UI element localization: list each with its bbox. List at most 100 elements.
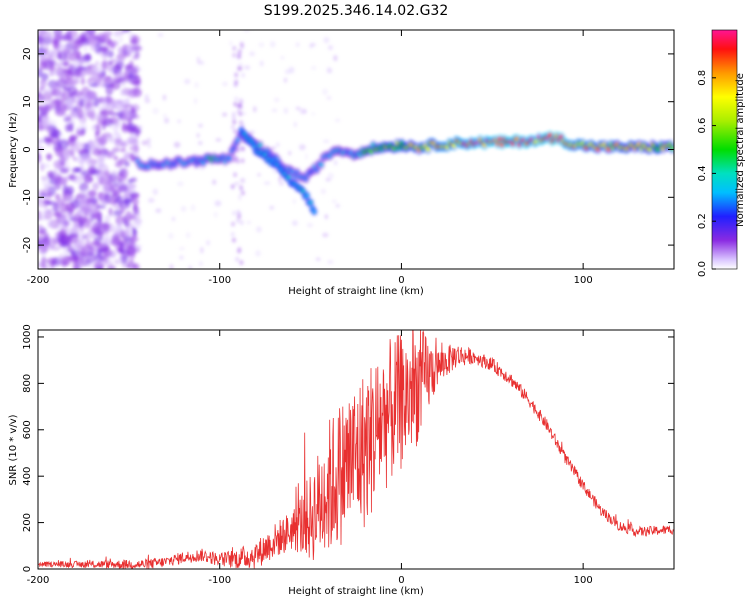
spectrogram-cell	[69, 233, 79, 244]
spectrogram-cell	[54, 62, 61, 68]
spectrogram-cell	[214, 200, 222, 207]
spectrogram-cell	[89, 115, 97, 122]
spectrogram-cell	[88, 140, 96, 148]
spectrogram-cell	[107, 50, 114, 58]
spectrogram-cell	[83, 46, 88, 52]
spectrogram-cell	[222, 112, 228, 117]
spectrogram-cell	[288, 150, 292, 156]
spectrogram-cell	[173, 141, 181, 148]
spectrogram-cell	[53, 159, 65, 169]
spectrogram-cell	[147, 197, 155, 203]
spectrogram-cell	[114, 140, 124, 147]
spectrogram-x-label: Height of straight line (km)	[288, 286, 424, 297]
spectrogram-cell	[109, 81, 116, 88]
spectrogram-cell	[118, 36, 124, 44]
spectrogram-cell	[38, 230, 45, 235]
spectrogram-cell	[54, 109, 66, 117]
spectrogram-cell	[43, 184, 52, 193]
spectrogram-cell	[318, 162, 324, 168]
spectrogram-cell	[194, 81, 199, 89]
spectrogram-y-tick-label: -10	[22, 189, 33, 205]
spectrogram-cell	[79, 202, 87, 208]
spectrogram-cell	[230, 124, 235, 130]
spectrogram-cell	[63, 113, 71, 123]
spectrogram-cell	[131, 226, 137, 233]
spectrogram-cell	[67, 85, 78, 96]
spectrogram-cell	[243, 30, 251, 33]
spectrogram-cell	[304, 153, 308, 160]
spectrogram-cell	[121, 121, 127, 131]
spectrogram-cell	[238, 193, 242, 201]
spectrogram-cell	[92, 220, 99, 228]
snr-x-tick-label: -100	[208, 575, 231, 586]
spectrogram-cell	[104, 232, 110, 243]
spectrogram-cell	[76, 154, 87, 165]
spectrogram-cell	[275, 142, 280, 148]
snr-y-tick-label: 600	[22, 420, 33, 439]
spectrogram-cell	[76, 108, 84, 119]
spectrogram-cell	[124, 220, 130, 228]
spectrogram-cell	[67, 240, 72, 247]
spectrogram-cell	[310, 65, 317, 71]
spectrogram-cell	[331, 199, 338, 204]
spectrogram-cell	[72, 261, 77, 269]
spectrogram-cell	[125, 45, 135, 55]
spectrogram-cell	[141, 140, 148, 146]
spectrogram-cell	[44, 263, 52, 269]
snr-series-line	[38, 330, 674, 569]
spectrogram-cell	[94, 43, 102, 54]
snr-y-tick-label: 400	[22, 467, 33, 486]
spectrogram-cell	[169, 263, 174, 269]
spectrogram-cell	[188, 265, 192, 269]
spectrogram-cell	[75, 167, 82, 173]
spectrogram-cell	[87, 190, 97, 197]
spectrogram-cell	[239, 220, 244, 226]
spectrogram-cell	[86, 161, 97, 167]
spectrogram-cell	[273, 97, 280, 103]
spectrogram-cell	[104, 215, 111, 224]
spectrogram-cell	[227, 155, 232, 162]
spectrogram-cell	[90, 44, 97, 52]
spectrogram-cell	[95, 242, 105, 250]
spectrogram-cell	[103, 112, 108, 119]
spectrogram-cell	[126, 261, 136, 269]
spectrogram-cell	[132, 197, 139, 206]
spectrogram-cell	[72, 213, 83, 223]
spectrogram-cell	[128, 256, 134, 264]
spectrogram-cell	[206, 240, 211, 246]
spectrogram-cell	[46, 257, 57, 266]
spectrogram-cell	[124, 236, 132, 244]
spectrogram-cell	[72, 93, 82, 104]
spectrogram-cell	[241, 112, 247, 116]
spectrogram-cell	[178, 246, 186, 251]
spectrogram-cell	[66, 246, 73, 253]
spectrogram-cell	[197, 140, 203, 146]
spectrogram-cell	[111, 42, 116, 50]
spectrogram-cell	[231, 237, 236, 243]
spectrogram-cell	[232, 119, 237, 125]
spectrogram-cell	[46, 219, 53, 229]
spectrogram-heatmap	[38, 30, 674, 269]
spectrogram-cell	[327, 45, 334, 51]
spectrogram-cell	[115, 195, 123, 204]
spectrogram-cell	[85, 196, 92, 204]
spectrogram-cell	[84, 208, 96, 213]
spectrogram-cell	[237, 62, 244, 67]
spectrogram-cell	[231, 111, 236, 117]
spectrogram-cell	[312, 209, 317, 214]
snr-frame	[37, 329, 675, 570]
spectrogram-cell	[62, 184, 68, 195]
spectrogram-cell	[129, 145, 140, 152]
spectrogram-cell	[90, 66, 99, 74]
snr-y-tick-label: 1000	[22, 324, 33, 349]
spectrogram-cell	[240, 177, 246, 184]
spectrogram-cell	[49, 59, 57, 67]
spectrogram-cell	[236, 109, 241, 115]
spectrogram-cell	[76, 129, 85, 136]
spectrogram-cell	[53, 39, 60, 50]
snr-x-label: Height of straight line (km)	[288, 586, 424, 597]
spectrogram-cell	[81, 36, 89, 43]
snr-panel: -200 -100 0 100 0 200 400 600 800 1000 Height of…	[8, 324, 675, 597]
spectrogram-cell	[46, 237, 57, 248]
figure-title: S199.2025.346.14.02.G32	[264, 3, 449, 19]
